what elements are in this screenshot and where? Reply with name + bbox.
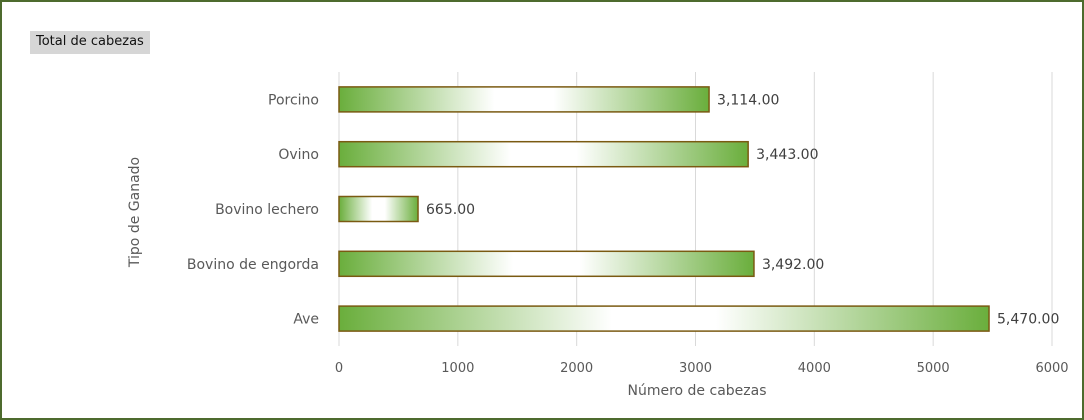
x-tick-label: 1000 xyxy=(441,361,474,376)
data-label: 5,470.00 xyxy=(997,312,1059,328)
grid-lines xyxy=(338,72,1053,346)
chart-title: Total de cabezas xyxy=(30,31,150,54)
y-category-label: Bovino de engorda xyxy=(187,257,319,273)
bars xyxy=(338,86,990,332)
x-tick-label: 5000 xyxy=(917,361,950,376)
data-label: 3,492.00 xyxy=(762,257,824,273)
x-tick-label: 6000 xyxy=(1035,361,1068,376)
data-label: 3,114.00 xyxy=(717,92,779,108)
bar xyxy=(338,305,990,332)
labels: 0 1000 2000 3000 4000 5000 6000 Porcino 3,114.00… xyxy=(187,92,1069,376)
data-label: 3,443.00 xyxy=(756,147,818,163)
data-label: 665.00 xyxy=(426,202,475,218)
y-category-label: Bovino lechero xyxy=(215,202,319,218)
x-tick-label: 0 xyxy=(335,361,343,376)
bar xyxy=(338,250,755,278)
y-category-label: Porcino xyxy=(268,92,319,108)
bar xyxy=(338,195,419,223)
x-tick-label: 3000 xyxy=(679,361,712,376)
y-category-label: Ovino xyxy=(278,147,319,163)
x-tick-label: 2000 xyxy=(560,361,593,376)
bar xyxy=(338,86,710,113)
x-axis-title: Número de cabezas xyxy=(627,383,766,399)
x-tick-label: 4000 xyxy=(798,361,831,376)
y-axis-title: Tipo de Ganado xyxy=(127,157,143,268)
y-category-label: Ave xyxy=(293,312,319,328)
bar xyxy=(338,140,749,168)
